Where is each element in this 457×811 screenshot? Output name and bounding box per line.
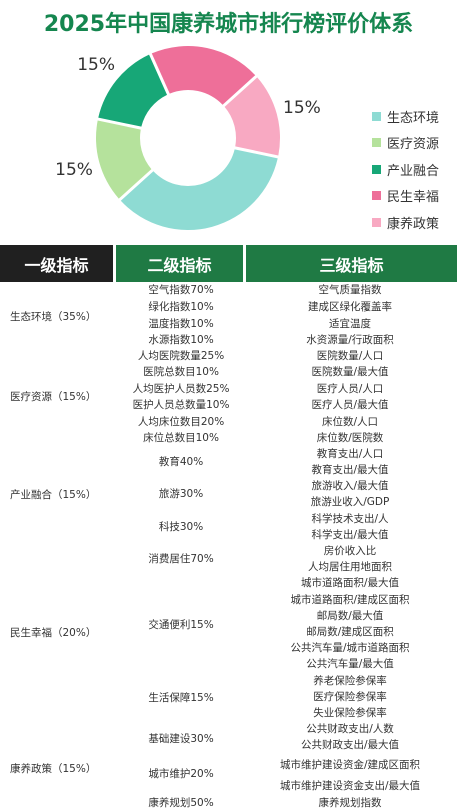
header-level1: 一级指标 — [0, 245, 113, 282]
legend-item: 医疗资源 — [372, 130, 439, 157]
level3-cell: 医疗保险参保率 — [313, 691, 387, 703]
level3-cell: 医疗人员/人口 — [316, 383, 384, 395]
level3-cell: 教育支出/最大值 — [311, 464, 389, 476]
donut-slice — [96, 120, 152, 199]
level3-cell: 邮局数/建成区面积 — [306, 626, 394, 638]
level2-cell: 城市维护20% — [148, 768, 214, 780]
level2-cell: 基础建设30% — [148, 733, 214, 745]
level2-cell: 空气指数70% — [148, 284, 214, 296]
level3-cell: 房价收入比 — [323, 545, 377, 557]
header-level3: 三级指标 — [246, 245, 457, 282]
level3-cell: 公共财政支出/人数 — [306, 723, 394, 735]
legend-swatch — [372, 217, 381, 227]
legend-label: 康养政策 — [387, 216, 440, 232]
level3-cell: 床位数/医院数 — [316, 432, 384, 444]
level1-cell: 医疗资源（15%） — [10, 391, 97, 403]
level3-cell: 建成区绿化覆盖率 — [308, 301, 392, 313]
legend-label: 产业融合 — [387, 163, 440, 179]
level2-cell: 水源指数10% — [148, 334, 214, 346]
legend-item: 康养政策 — [372, 209, 439, 236]
level3-cell: 公共汽车量/最大值 — [306, 658, 394, 670]
level2-cell: 康养规划50% — [148, 797, 214, 809]
level2-cell: 床位总数目10% — [143, 432, 219, 444]
level3-cell: 空气质量指数 — [318, 284, 382, 296]
level3-cell: 养老保险参保率 — [313, 675, 387, 687]
donut-slice — [224, 77, 280, 156]
level3-cell: 医院数量/最大值 — [311, 366, 389, 378]
level2-cell: 人均医护人员数25% — [132, 383, 230, 395]
level3-cell: 公共汽车量/城市道路面积 — [290, 642, 410, 654]
level3-cell: 医院数量/人口 — [316, 350, 384, 362]
level3-cell: 医疗人员/最大值 — [311, 399, 389, 411]
chart-legend: 生态环境医疗资源产业融合民生幸福康养政策 — [372, 103, 439, 236]
level3-cell: 适宜温度 — [329, 318, 371, 330]
level1-cell: 产业融合（15%） — [10, 489, 97, 501]
level2-cell: 旅游30% — [158, 488, 204, 500]
legend-label: 民生幸福 — [387, 190, 440, 206]
slice-label: 15% — [77, 55, 115, 75]
level3-cell: 水资源量/行政面积 — [306, 334, 394, 346]
slice-label: 15% — [55, 160, 93, 180]
slice-label: 15% — [283, 98, 321, 118]
level3-cell: 城市道路面积/建成区面积 — [290, 594, 410, 606]
level2-cell: 生活保障15% — [148, 692, 214, 704]
page-title: 2025年中国康养城市排行榜评价体系 — [43, 12, 414, 37]
level3-cell: 科学技术支出/人 — [311, 513, 389, 525]
level3-cell: 邮局数/最大值 — [316, 610, 384, 622]
legend-swatch — [372, 138, 381, 148]
legend-swatch — [372, 164, 381, 174]
level3-cell: 城市维护建设资金支出/最大值 — [279, 780, 421, 792]
level3-cell: 教育支出/人口 — [316, 448, 384, 460]
level2-cell: 医院总数目10% — [143, 366, 219, 378]
level2-cell: 温度指数10% — [148, 318, 214, 330]
donut-slice — [120, 149, 278, 230]
level2-cell: 科技30% — [158, 521, 204, 533]
level2-cell: 医护人员总数量10% — [132, 399, 230, 411]
level3-cell: 科学支出/最大值 — [311, 529, 389, 541]
level2-cell: 消费居住70% — [148, 553, 214, 565]
level3-cell: 人均居住用地面积 — [308, 561, 392, 573]
legend-swatch — [372, 111, 381, 121]
level3-cell: 城市维护建设资金/建成区面积 — [279, 759, 421, 771]
level2-cell: 绿化指数10% — [148, 301, 214, 313]
level3-cell: 床位数/人口 — [321, 416, 379, 428]
level2-cell: 人均医院数量25% — [137, 350, 225, 362]
level3-cell: 公共财政支出/最大值 — [300, 739, 400, 751]
legend-item: 生态环境 — [372, 103, 439, 130]
legend-label: 生态环境 — [387, 110, 440, 126]
legend-label: 医疗资源 — [387, 137, 440, 153]
donut-slice — [151, 45, 256, 105]
donut-slice — [98, 54, 168, 127]
level2-cell: 教育40% — [158, 456, 204, 468]
level1-cell: 康养政策（15%） — [10, 763, 97, 775]
level3-cell: 失业保险参保率 — [313, 707, 387, 719]
donut-chart: 35%15%15%20%15% — [55, 45, 321, 230]
level3-cell: 旅游业收入/GDP — [310, 496, 390, 508]
level3-cell: 旅游收入/最大值 — [311, 480, 389, 492]
level3-cell: 城市道路面积/最大值 — [300, 577, 400, 589]
level1-cell: 民生幸福（20%） — [10, 627, 97, 639]
header-level2: 二级指标 — [116, 245, 243, 282]
legend-item: 民生幸福 — [372, 183, 439, 210]
legend-item: 产业融合 — [372, 156, 439, 183]
level2-cell: 人均床位数目20% — [137, 416, 225, 428]
level1-cell: 生态环境（35%） — [10, 311, 97, 323]
level2-cell: 交通便利15% — [148, 619, 214, 631]
legend-swatch — [372, 191, 381, 201]
level3-cell: 康养规划指数 — [318, 797, 382, 809]
